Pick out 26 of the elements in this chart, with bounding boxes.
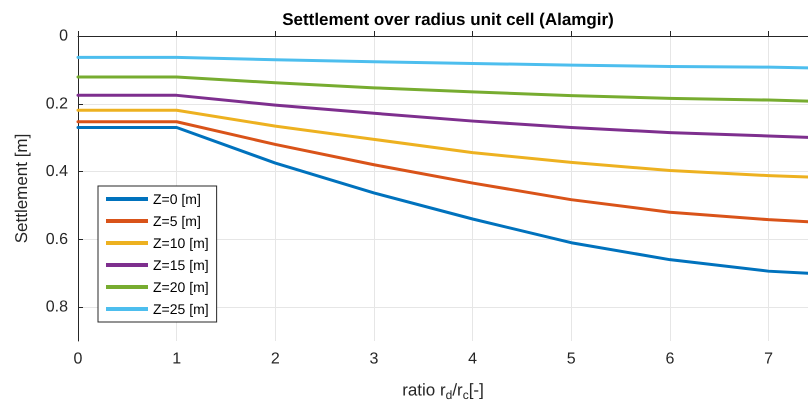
x-tick-label: 1 [172, 350, 182, 368]
y-tick-label: 0.4 [46, 163, 68, 180]
x-tick-label: 7 [764, 350, 774, 368]
line-series [76, 108, 808, 178]
line-series [76, 56, 808, 70]
x-tick-label: 5 [566, 350, 576, 368]
legend-label: Z=15 [m] [153, 257, 209, 273]
legend-label: Z=5 [m] [153, 213, 201, 229]
line-series [76, 126, 808, 275]
legend-label: Z=10 [m] [153, 235, 209, 251]
legend-label: Z=25 [m] [153, 301, 209, 317]
x-tick-label: 0 [74, 350, 83, 368]
y-tick-label: 0.2 [46, 95, 68, 112]
y-axis-title: Settlement [m] [12, 134, 31, 244]
y-tick-label: 0.8 [46, 298, 68, 316]
x-tick-label: 2 [270, 350, 280, 368]
y-tick-label: 0.6 [46, 230, 68, 248]
line-series [76, 94, 808, 139]
x-tick-label: 3 [369, 350, 378, 368]
x-tick-label: 6 [665, 350, 674, 368]
x-tick-label: 4 [468, 350, 478, 368]
y-tick-label: 0 [59, 28, 68, 44]
chart-title: Settlement over radius unit cell (Alamgir) [282, 10, 614, 29]
line-series [76, 76, 808, 103]
legend-label: Z=0 [m] [153, 191, 201, 207]
legend-label: Z=20 [m] [153, 279, 209, 295]
